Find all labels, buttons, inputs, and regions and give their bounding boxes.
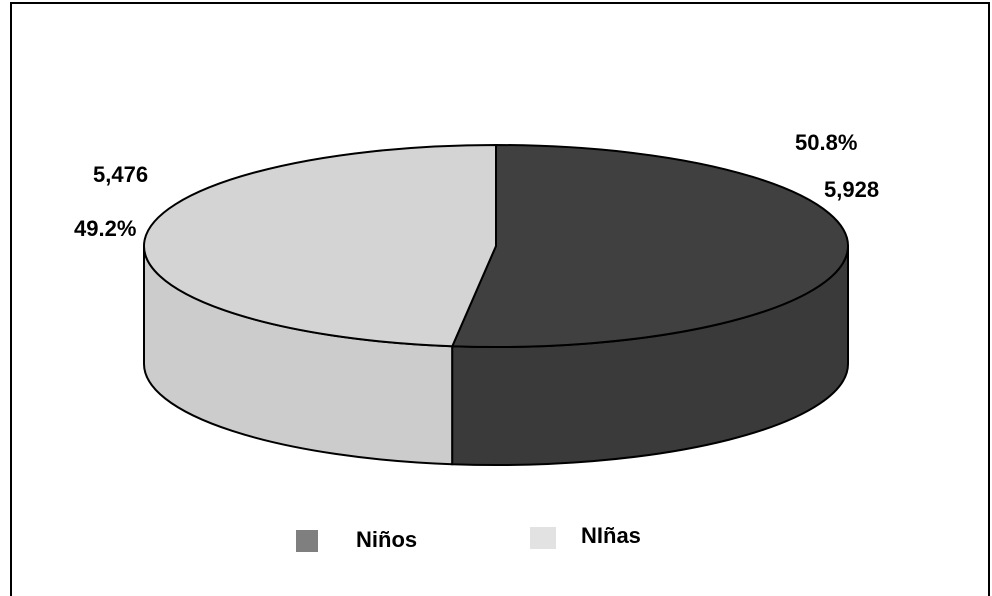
legend-swatch-ninas — [530, 527, 556, 549]
data-label-ninos-percent: 50.8% — [795, 130, 857, 155]
legend-swatch-ninos — [296, 530, 318, 552]
pie-slice-ninas — [143, 144, 497, 348]
data-label-ninas-value: 5,476 — [93, 162, 148, 187]
legend-label-ninos: Niños — [356, 527, 417, 552]
data-label-ninas-percent: 49.2% — [74, 216, 136, 241]
legend: Niños NIñas — [296, 523, 641, 552]
pie-slice-ninos — [451, 144, 849, 348]
legend-label-ninas: NIñas — [581, 523, 641, 548]
data-label-ninos-value: 5,928 — [824, 177, 879, 202]
